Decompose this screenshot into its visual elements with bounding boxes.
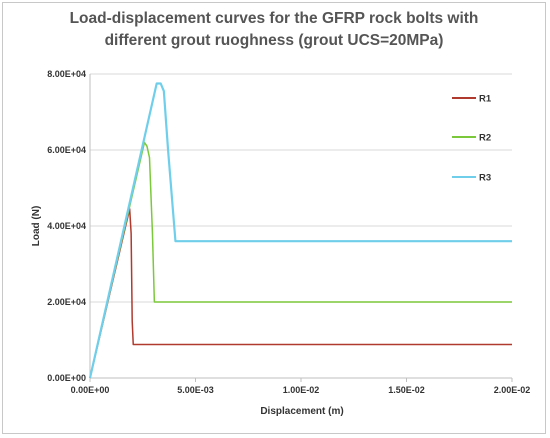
legend-label-r2: R2 [479, 133, 491, 144]
legend: R1 R2 R3 [452, 94, 492, 184]
y-axis-label: Load (N) [31, 206, 42, 247]
x-axis-label: Displacement (m) [260, 406, 343, 417]
y-tick-label: 4.00E+04 [47, 221, 86, 231]
chart-title-line-2: different grout ruoghness (grout UCS=20M… [104, 32, 444, 49]
legend-label-r3: R3 [479, 173, 491, 184]
legend-label-r1: R1 [479, 94, 492, 105]
y-tick-label: 2.00E+04 [47, 297, 86, 307]
chart-title-line-1: Load-displacement curves for the GFRP ro… [69, 10, 479, 27]
x-tick-label: 0.00E+00 [71, 385, 110, 395]
x-tick-label: 2.00E-02 [494, 385, 531, 395]
series-lines [88, 82, 512, 379]
x-tick-label: 1.50E-02 [388, 385, 425, 395]
axes: 0.00E+00 2.00E+04 4.00E+04 6.00E+04 8.00E+04… [47, 69, 530, 395]
series-line-r3 [88, 82, 512, 379]
series-line-r1 [89, 208, 512, 379]
y-tick-label: 0.00E+00 [47, 373, 86, 383]
y-tick-label: 8.00E+04 [47, 69, 86, 79]
x-tick-label: 1.00E-02 [283, 385, 320, 395]
chart-title: Load-displacement curves for the GFRP ro… [0, 8, 548, 52]
series-line-r2 [89, 141, 512, 379]
x-tick-label: 5.00E-03 [177, 385, 214, 395]
y-tick-label: 6.00E+04 [47, 145, 86, 155]
